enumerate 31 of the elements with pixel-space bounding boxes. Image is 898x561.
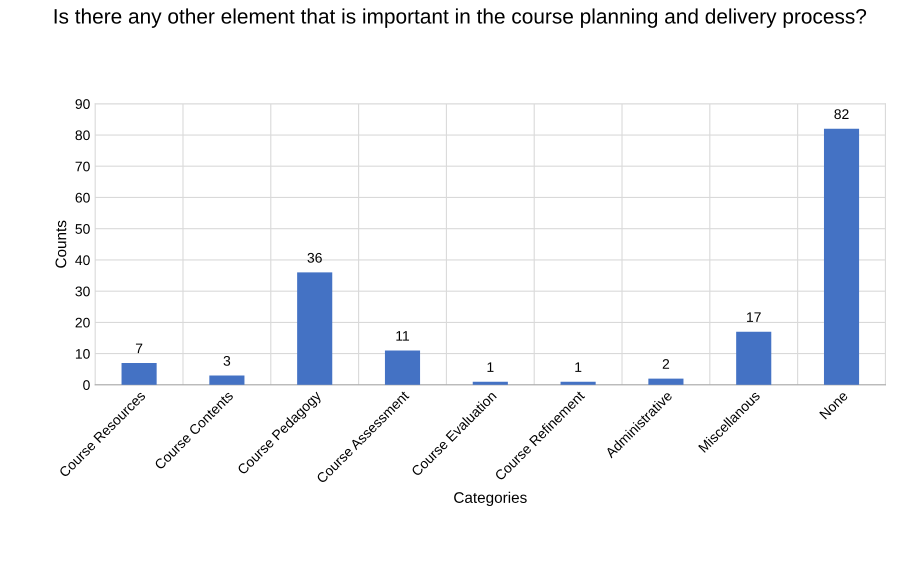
x-axis-title: Categories — [454, 492, 527, 506]
data-label: 11 — [396, 331, 410, 341]
data-label: 2 — [662, 359, 670, 369]
y-tick-label: 50 — [75, 224, 90, 234]
data-label: 1 — [575, 362, 582, 372]
bar — [824, 128, 860, 385]
chart-title: Is there any other element that is important in the course planning and delivery process? — [54, 8, 866, 28]
bar — [384, 350, 420, 385]
y-tick-label: 90 — [76, 99, 90, 109]
y-tick-label: 80 — [75, 130, 90, 140]
data-label: 82 — [834, 109, 849, 120]
data-label: 7 — [136, 344, 142, 354]
bar — [209, 375, 244, 385]
y-axis-title: Counts — [55, 220, 66, 268]
y-tick-label: 30 — [75, 286, 90, 296]
y-tick-label: 10 — [76, 348, 90, 359]
y-tick-label: 70 — [76, 162, 90, 172]
bar — [122, 362, 157, 385]
bar — [472, 382, 508, 385]
y-tick-label: 60 — [76, 192, 90, 203]
data-label: 17 — [747, 312, 761, 322]
y-tick-label: 40 — [75, 255, 90, 266]
bar — [648, 378, 684, 385]
y-tick-label: 20 — [76, 318, 90, 328]
data-label: 3 — [224, 356, 230, 366]
bar — [736, 332, 772, 385]
bar — [560, 382, 596, 385]
data-label: 36 — [308, 252, 322, 263]
bar — [297, 272, 332, 385]
y-tick-label: 0 — [83, 380, 90, 390]
data-label: 1 — [488, 362, 494, 372]
